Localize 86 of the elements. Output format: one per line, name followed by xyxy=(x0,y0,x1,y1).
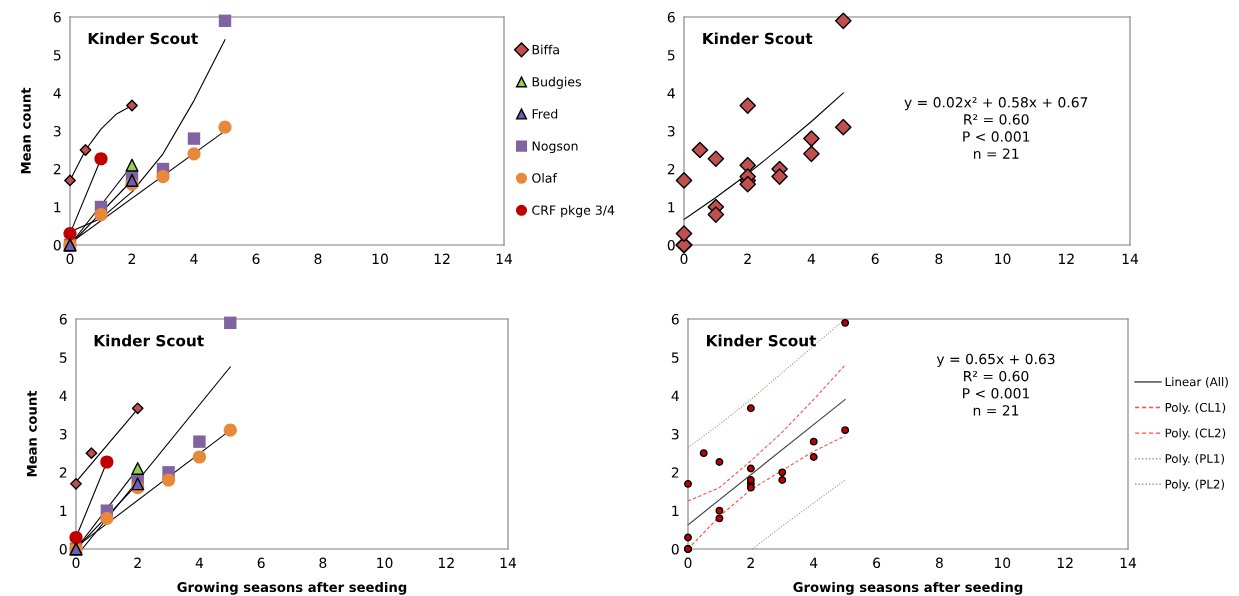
y-tick-label: 4 xyxy=(59,390,67,401)
text: Kinder Scout xyxy=(88,32,198,45)
x-tick-label: 12 xyxy=(1057,557,1073,568)
annotation: n = 21 xyxy=(973,405,1019,416)
y-tick-label: 2 xyxy=(671,467,679,478)
y-tick-label: 3 xyxy=(667,125,675,137)
y-tick-label: 6 xyxy=(59,313,67,325)
y-tick-label: 0 xyxy=(671,543,679,555)
x-tick-label: 10 xyxy=(377,557,393,569)
y-tick-label: 6 xyxy=(671,313,679,325)
legend-label: Poly. (CL2) xyxy=(1165,428,1226,440)
y-tick-label: 5 xyxy=(59,352,67,363)
x-tick-label: 10 xyxy=(994,557,1011,569)
y-tick-label: 5 xyxy=(667,50,675,61)
text: Kinder Scout xyxy=(703,32,813,45)
x-tick-label: 12 xyxy=(434,253,450,264)
y-tick-label: 3 xyxy=(53,125,61,137)
annotation: n = 21 xyxy=(973,148,1019,159)
y-tick-label: 1 xyxy=(54,202,61,213)
y-tick-label: 1 xyxy=(668,202,675,213)
legend-label: Linear (All) xyxy=(1165,377,1228,388)
x-tick-label: 6 xyxy=(252,253,260,265)
x-tick-label: 6 xyxy=(257,557,265,569)
x-tick-label: 14 xyxy=(1120,557,1137,568)
legend-label: CRF pkge 3/4 xyxy=(532,205,615,218)
y-tick-label: 1 xyxy=(672,505,679,516)
annotation: P < 0.001 xyxy=(963,388,1030,399)
x-tick-label: 10 xyxy=(372,253,388,265)
x-tick-label: 8 xyxy=(935,557,943,569)
x-tick-label: 12 xyxy=(438,557,454,568)
text: Kinder Scout xyxy=(707,334,817,347)
x-axis-title: Growing seasons after seeding xyxy=(793,581,1023,595)
annotation: R² = 0.60 xyxy=(964,370,1029,382)
y-tick-label: 0 xyxy=(59,543,67,555)
x-tick-label: 4 xyxy=(807,253,816,264)
x-axis-title: Growing seasons after seeding xyxy=(177,581,407,595)
x-tick-label: 4 xyxy=(809,557,818,568)
x-tick-label: 8 xyxy=(314,253,322,265)
text: Kinder Scout xyxy=(94,334,204,347)
x-tick-label: 12 xyxy=(1058,253,1074,264)
x-tick-label: 8 xyxy=(319,557,327,569)
y-tick-label: 4 xyxy=(667,88,675,99)
x-tick-label: 4 xyxy=(195,557,204,568)
x-tick-label: 2 xyxy=(128,253,136,264)
x-tick-label: 0 xyxy=(680,253,688,265)
annotation: y = 0.65x + 0.63 xyxy=(936,353,1055,367)
y-tick-label: 4 xyxy=(53,88,61,99)
x-tick-label: 0 xyxy=(684,557,692,569)
x-tick-label: 4 xyxy=(190,253,198,264)
y-tick-label: 2 xyxy=(667,163,675,175)
x-tick-label: 14 xyxy=(496,253,513,264)
y-tick-label: 1 xyxy=(60,505,67,516)
y-tick-label: 0 xyxy=(53,239,61,251)
y-tick-label: 4 xyxy=(671,390,679,401)
x-tick-label: 14 xyxy=(1122,253,1139,264)
x-tick-label: 10 xyxy=(995,253,1011,265)
y-tick-label: 3 xyxy=(671,428,679,440)
legend-label: Fred xyxy=(532,108,558,119)
legend-label: Budgies xyxy=(532,76,581,89)
legend-label: Nogson xyxy=(532,141,578,154)
x-tick-label: 2 xyxy=(134,557,141,568)
legend-label: Poly. (CL1) xyxy=(1165,402,1226,415)
y-tick-label: 3 xyxy=(59,428,67,440)
legend-label: Poly. (PL2) xyxy=(1165,479,1225,491)
y-tick-label: 2 xyxy=(59,467,67,478)
legend-label: Poly. (PL1) xyxy=(1165,453,1225,466)
x-tick-label: 2 xyxy=(747,557,754,568)
annotation: R² = 0.60 xyxy=(964,114,1029,125)
x-tick-label: 2 xyxy=(744,253,751,264)
annotation: P < 0.001 xyxy=(963,131,1030,142)
annotation: y = 0.02x² + 0.58x + 0.67 xyxy=(904,97,1088,111)
x-tick-label: 14 xyxy=(500,557,517,568)
y-tick-label: 6 xyxy=(667,11,675,23)
legend-label: Olaf xyxy=(532,173,558,183)
x-tick-label: 0 xyxy=(72,557,80,569)
x-tick-label: 6 xyxy=(873,557,881,569)
y-tick-label: 5 xyxy=(671,352,679,363)
y-tick-label: 2 xyxy=(53,163,61,175)
x-tick-label: 6 xyxy=(871,253,879,265)
y-axis-title: Mean count xyxy=(21,87,31,174)
y-tick-label: 6 xyxy=(53,11,61,23)
y-tick-label: 5 xyxy=(53,50,61,61)
y-axis-title: Mean count xyxy=(27,390,37,477)
y-tick-label: 0 xyxy=(667,239,675,251)
x-tick-label: 8 xyxy=(935,253,943,265)
legend-label: Biffa xyxy=(532,44,559,55)
